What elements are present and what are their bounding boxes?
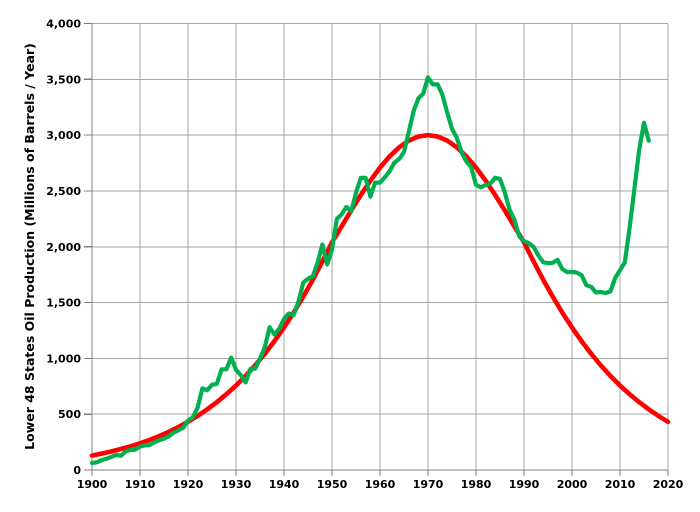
y-tick-label: 1,000 (46, 352, 81, 365)
y-axis-title: Lower 48 States Oil Production (Millions… (22, 43, 37, 450)
x-tick-label: 1960 (365, 478, 396, 491)
y-tick-label: 500 (58, 408, 81, 421)
series-lines (89, 75, 671, 466)
y-tick-label: 0 (73, 464, 81, 477)
x-tick-label: 1950 (317, 478, 348, 491)
x-tick-label: 1930 (221, 478, 252, 491)
gridlines (91, 23, 669, 471)
y-tick-label: 2,000 (46, 241, 81, 254)
y-tick-label: 3,500 (46, 73, 81, 86)
x-tick-label: 1940 (269, 478, 300, 491)
x-tick-label: 1910 (125, 478, 156, 491)
axes (84, 22, 669, 476)
x-tick-label: 2020 (653, 478, 684, 491)
y-tick-label: 3,000 (46, 129, 81, 142)
x-tick-label: 1980 (461, 478, 492, 491)
x-tick-label: 2000 (557, 478, 588, 491)
y-tick-label: 4,000 (46, 18, 81, 31)
actual-oil-production-line (89, 75, 651, 466)
y-tick-label: 2,500 (46, 185, 81, 198)
x-tick-label: 1970 (413, 478, 444, 491)
x-tick-label: 1920 (173, 478, 204, 491)
axis-tick-labels: 0 500 1,000 1,500 2,000 2,500 3,000 3,500 4,000 1… (46, 18, 683, 492)
x-tick-label: 2010 (605, 478, 636, 491)
y-tick-label: 1,500 (46, 297, 81, 310)
x-tick-label: 1900 (77, 478, 108, 491)
x-tick-label: 1990 (509, 478, 540, 491)
